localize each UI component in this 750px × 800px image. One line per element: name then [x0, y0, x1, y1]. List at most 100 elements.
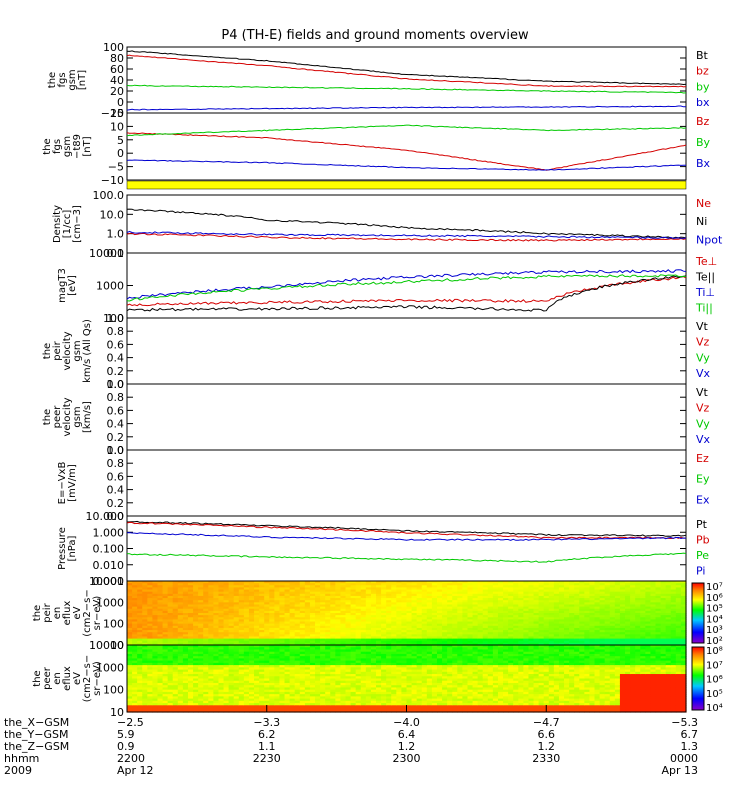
- spectrogram-cell: [497, 625, 504, 629]
- spectrogram-cell: [299, 587, 306, 591]
- spectrogram-cell: [304, 632, 311, 635]
- spectrogram-cell: [335, 698, 342, 702]
- spectrogram-cell: [487, 630, 494, 633]
- spectrogram-cell: [508, 630, 514, 633]
- spectrogram-cell: [284, 687, 291, 691]
- spectrogram-cell: [640, 593, 646, 597]
- spectrogram-cell: [187, 591, 194, 595]
- spectrogram-cell: [177, 598, 184, 601]
- spectrogram-cell: [218, 667, 225, 671]
- spectrogram-cell: [431, 598, 438, 601]
- spectrogram-cell: [208, 581, 214, 584]
- spectrogram-cell: [447, 632, 453, 635]
- spectrogram-cell: [467, 604, 474, 608]
- spectrogram-cell: [421, 591, 428, 595]
- spectrogram-cell: [167, 617, 174, 620]
- spectrogram-cell: [304, 638, 311, 642]
- spectrogram-cell: [360, 634, 367, 638]
- spectrogram-cell: [569, 615, 575, 618]
- spectrogram-cell: [264, 656, 270, 659]
- spectrogram-cell: [508, 640, 514, 644]
- spectrogram-cell: [426, 638, 433, 642]
- spectrogram-cell: [564, 606, 570, 610]
- spectrogram-cell: [228, 591, 235, 595]
- spectrogram-cell: [421, 640, 428, 644]
- spectrogram-cell: [584, 581, 591, 584]
- spectrogram-cell: [401, 630, 408, 633]
- spectrogram-cell: [579, 642, 585, 646]
- spectrogram-cell: [228, 617, 235, 620]
- spectrogram-cell: [381, 610, 387, 614]
- tick-label-temp: 10000: [89, 247, 124, 260]
- spectrogram-cell: [152, 662, 159, 666]
- spectrogram-cell: [482, 638, 489, 642]
- spectrogram-cell: [630, 621, 636, 625]
- spectrogram-cell: [462, 621, 469, 625]
- spectrogram-cell: [401, 619, 408, 623]
- spectrogram-cell: [355, 696, 362, 700]
- spectrogram-cell: [187, 674, 194, 677]
- spectrogram-cell: [248, 703, 255, 706]
- spectrogram-cell: [528, 604, 535, 608]
- spectrogram-cell: [162, 610, 169, 614]
- spectrogram-cell: [187, 593, 194, 597]
- spectrogram-cell: [538, 608, 545, 612]
- spectrogram-cell: [462, 598, 469, 601]
- spectrogram-cell: [630, 589, 636, 593]
- spectrogram-cell: [157, 674, 164, 677]
- spectrogram-cell: [350, 642, 357, 646]
- spectrogram-cell: [264, 583, 270, 586]
- spectrogram-cell: [609, 632, 616, 635]
- spectrogram-cell: [152, 583, 159, 586]
- spectrogram-cell: [137, 667, 143, 671]
- spectrogram-cell: [315, 613, 321, 616]
- spectrogram-cell: [426, 636, 433, 640]
- spectrogram-cell: [482, 581, 489, 584]
- spectrogram-cell: [569, 581, 575, 584]
- spectrogram-cell: [238, 647, 245, 651]
- spectrogram-cell: [680, 602, 687, 606]
- spectrogram-cell: [355, 625, 362, 629]
- ylabel-fgs_gsm: thе: [47, 72, 58, 88]
- legend-vel_er: Vy: [696, 417, 710, 430]
- spectrogram-cell: [645, 625, 652, 629]
- spectrogram-cell: [635, 589, 641, 593]
- spectrogram-cell: [294, 591, 301, 595]
- spectrogram-cell: [147, 604, 154, 608]
- spectrogram-cell: [543, 595, 550, 599]
- legend-temp: Ti⊥: [695, 286, 715, 299]
- spectrogram-cell: [233, 638, 240, 642]
- spectrogram-cell: [508, 632, 514, 635]
- spectrogram-cell: [315, 630, 321, 633]
- spectrogram-cell: [142, 617, 148, 620]
- spectrogram-cell: [325, 694, 331, 697]
- spectrogram-cell: [579, 610, 585, 614]
- spectrogram-cell: [345, 651, 352, 655]
- spectrogram-cell: [543, 602, 550, 606]
- spectrogram-cell: [243, 587, 250, 591]
- spectrogram-cell: [315, 587, 321, 591]
- spectrogram-cell: [233, 604, 240, 608]
- spectrogram-cell: [157, 581, 164, 584]
- spectrogram-cell: [548, 589, 555, 593]
- spectrogram-cell: [330, 640, 336, 644]
- spectrogram-cell: [335, 685, 342, 689]
- spectrogram-cell: [208, 689, 214, 693]
- spectrogram-cell: [137, 623, 143, 627]
- spectrogram-cell: [208, 627, 214, 631]
- spectrogram-cell: [228, 636, 235, 640]
- spectrogram-cell: [304, 613, 311, 616]
- spectrogram-cell: [299, 619, 306, 623]
- spectrogram-cell: [335, 645, 342, 648]
- spectrogram-cell: [579, 593, 585, 597]
- spectrogram-cell: [289, 678, 296, 682]
- spectrogram-cell: [579, 617, 585, 620]
- spectrogram-cell: [238, 707, 245, 711]
- spectrogram-cell: [274, 674, 281, 677]
- spectrogram-cell: [248, 651, 255, 655]
- spectrogram-cell: [289, 671, 296, 675]
- spectrogram-cell: [548, 591, 555, 595]
- spectrogram-cell: [584, 608, 591, 612]
- spectrogram-cell: [330, 613, 336, 616]
- spectrogram-cell: [187, 589, 194, 593]
